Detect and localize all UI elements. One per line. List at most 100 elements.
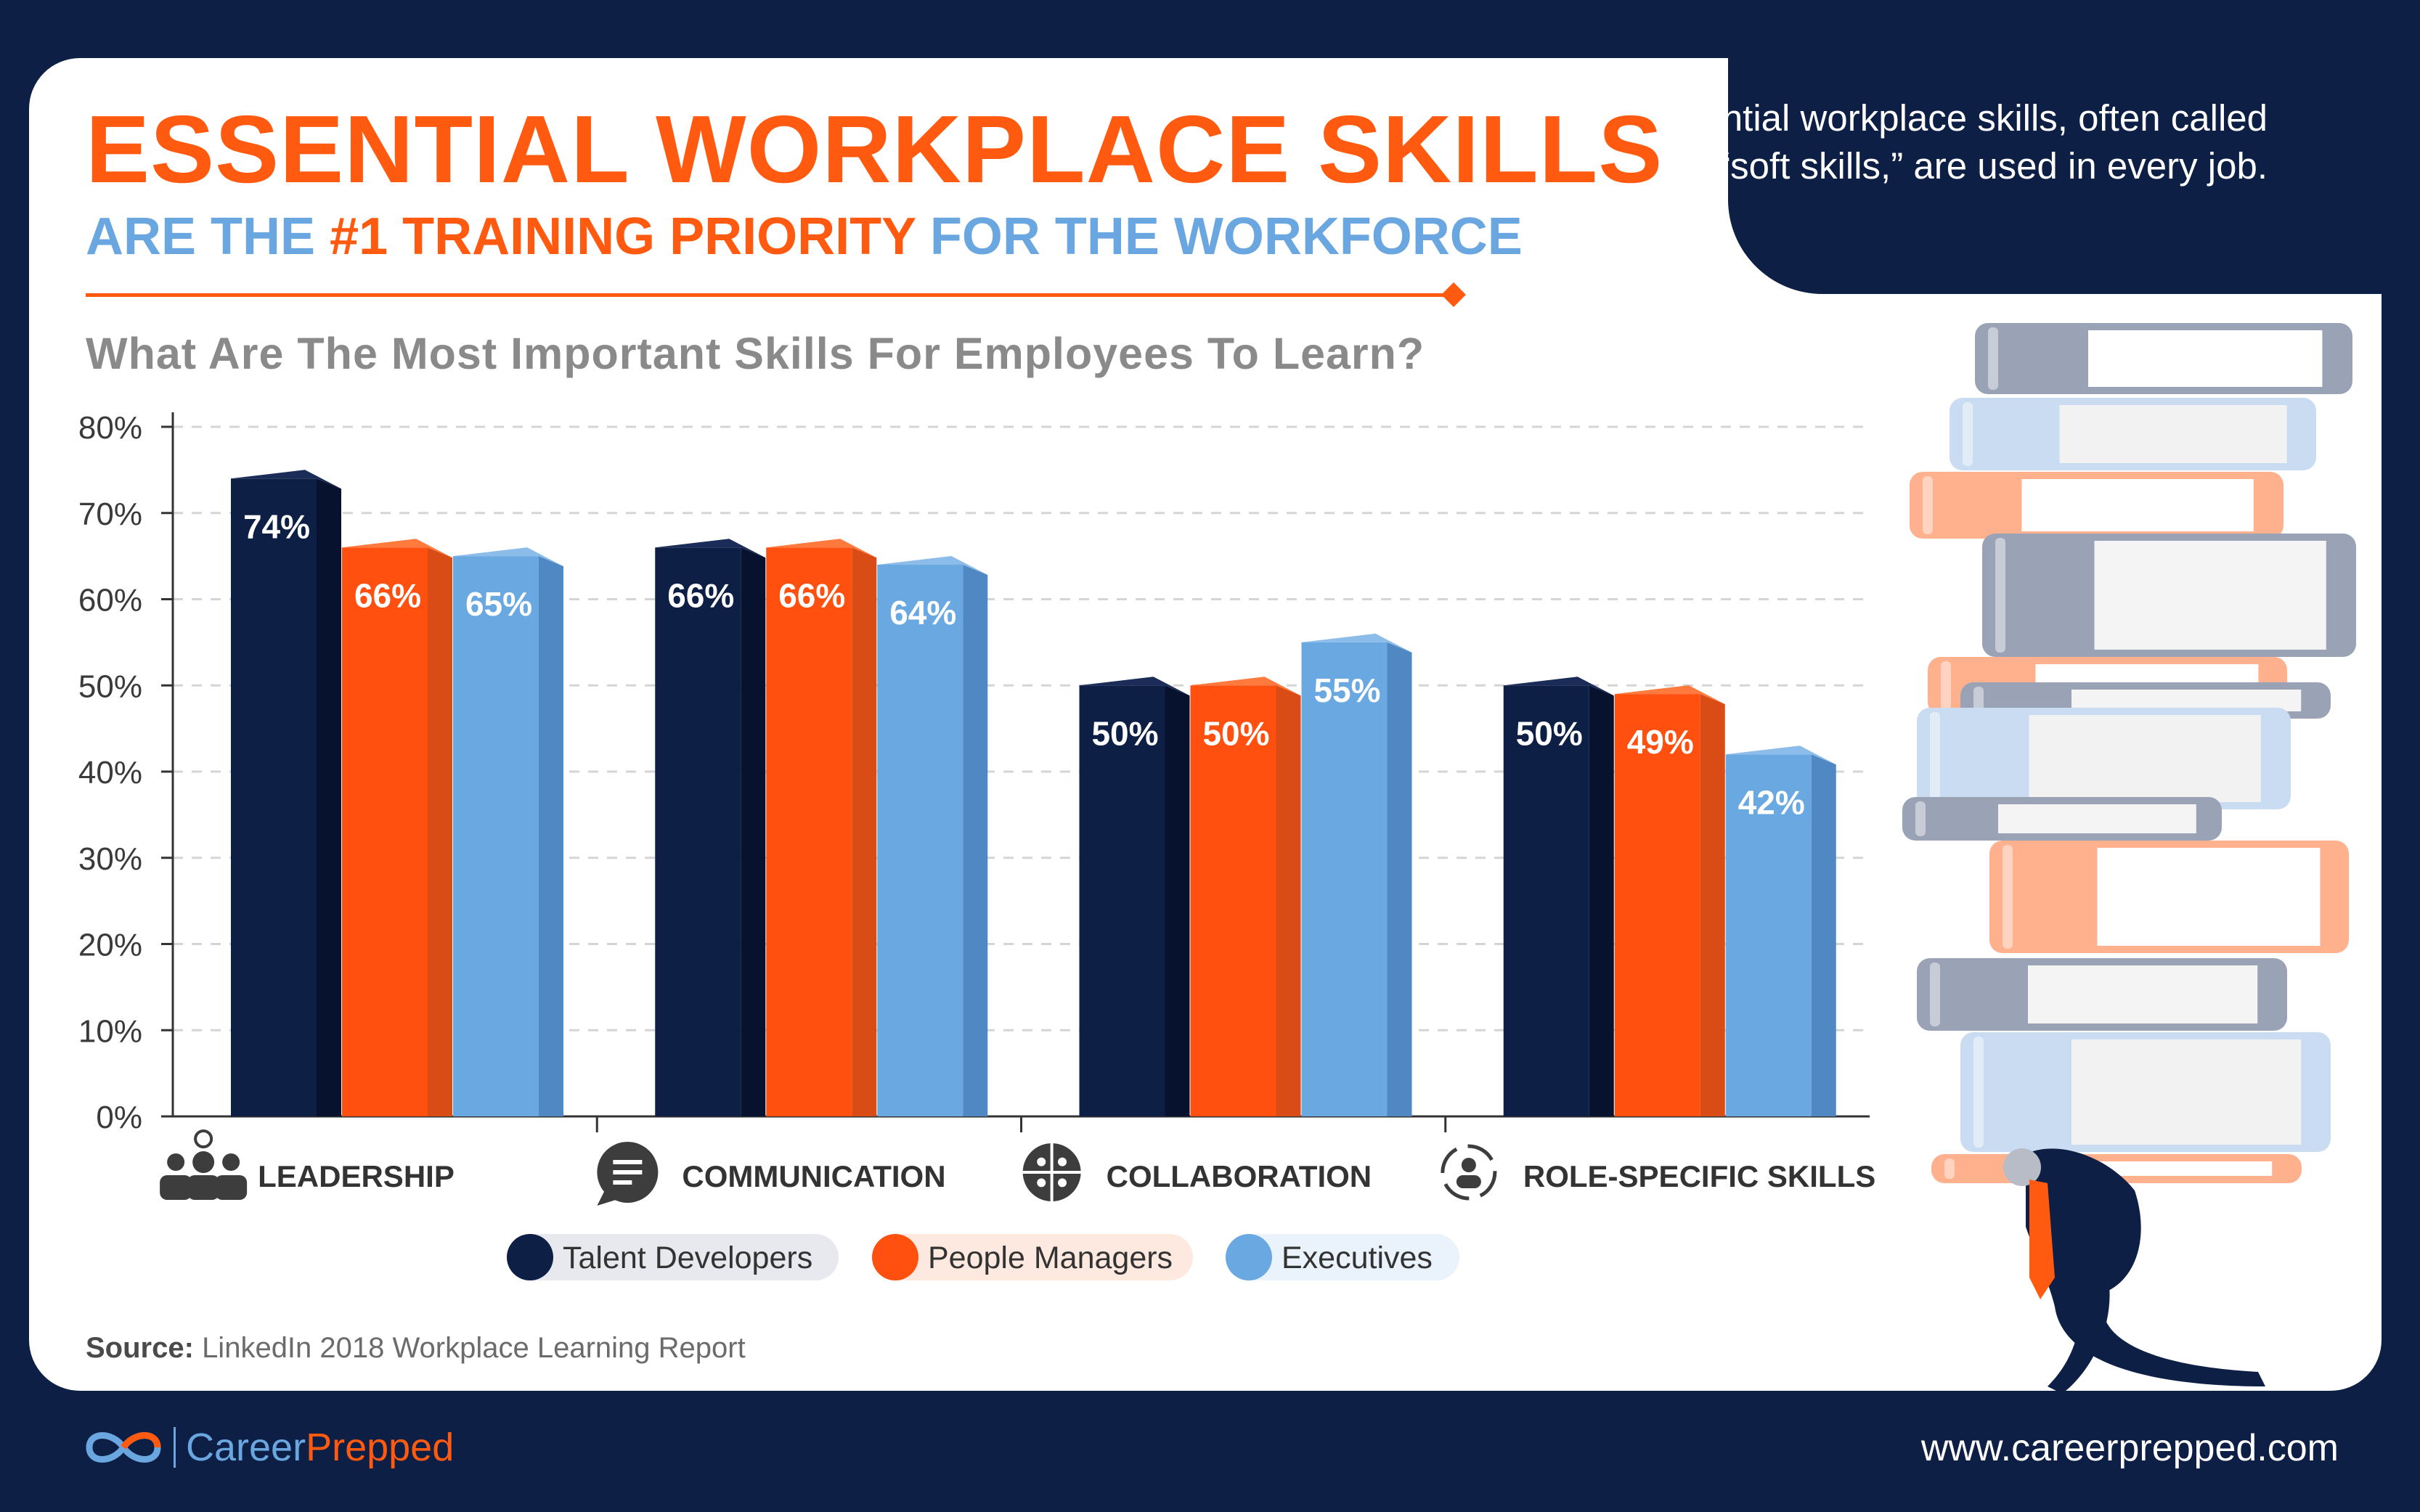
y-tick-label: 60% <box>78 583 142 618</box>
bar-top <box>1503 677 1614 696</box>
data-label: 66% <box>667 576 734 614</box>
bar-side <box>963 565 988 1116</box>
legend-pill <box>508 1234 839 1280</box>
bar-side <box>741 547 766 1116</box>
bar-top <box>1301 633 1412 653</box>
book-pages <box>2097 848 2321 946</box>
data-label: 65% <box>465 585 532 623</box>
bar-side <box>1387 642 1412 1116</box>
chart-subtitle: What Are The Most Important Skills For E… <box>86 329 1425 378</box>
y-tick-label: 20% <box>78 928 142 963</box>
legend-pill <box>873 1234 1193 1280</box>
title-part1: ARE THE <box>86 208 316 266</box>
book-spine-highlight <box>1973 1037 1984 1148</box>
legend-item: People Managers <box>872 1234 1193 1280</box>
brand-logo[interactable]: CareerPrepped <box>83 1425 454 1470</box>
bar <box>655 547 741 1116</box>
category-communication: COMMUNICATION <box>597 1142 946 1206</box>
y-tick-label: 50% <box>78 669 142 704</box>
bar <box>1725 754 1812 1116</box>
book-spine-highlight <box>1995 538 2005 653</box>
bar <box>766 547 852 1116</box>
book-spine-highlight <box>1988 327 1998 390</box>
book-pages <box>2094 541 2326 650</box>
bar-top <box>655 539 766 558</box>
team-lightbulb-icon <box>160 1129 248 1200</box>
y-tick-label: 70% <box>78 496 142 532</box>
book-spine-highlight <box>1973 687 1984 714</box>
book-spine-highlight <box>1930 712 1940 805</box>
legend-label: Executives <box>1282 1241 1433 1275</box>
legend-swatch <box>872 1234 918 1280</box>
bar <box>231 478 317 1116</box>
person-carrying-books-illustration <box>2003 1148 2265 1394</box>
x-tick-label: LEADERSHIP <box>258 1159 455 1193</box>
legend-label: Talent Developers <box>563 1241 812 1275</box>
data-label: 50% <box>1516 714 1583 752</box>
book-spine-highlight <box>2003 845 2013 949</box>
bar-side <box>1811 754 1836 1116</box>
bar <box>1190 685 1276 1116</box>
data-label: 66% <box>778 576 845 614</box>
figure-leg <box>2048 1278 2110 1394</box>
bar-side <box>539 556 563 1116</box>
book-pages <box>2028 965 2258 1023</box>
book-pages <box>2071 1039 2302 1145</box>
bar-top <box>877 556 988 575</box>
legend-pill <box>1227 1234 1459 1280</box>
data-label: 49% <box>1627 723 1694 761</box>
page-title-line2: ARE THE #1 TRAINING PRIORITY FOR THE WOR… <box>86 207 1523 266</box>
brand-separator <box>174 1427 176 1468</box>
bar <box>1301 642 1388 1116</box>
bar-top <box>342 539 452 558</box>
data-label: 64% <box>889 594 956 632</box>
brand-name-part2: Prepped <box>306 1426 455 1469</box>
bar-top <box>766 539 877 558</box>
y-tick-label: 80% <box>78 410 142 446</box>
figure-body <box>2026 1148 2265 1386</box>
website-url[interactable]: www.careerprepped.com <box>1920 1427 2339 1469</box>
category-role-specific-skills: ROLE-SPECIFIC SKILLS <box>1441 1144 1875 1201</box>
tagline: Essential workplace skills, often called… <box>1639 97 2268 187</box>
category-leadership: LEADERSHIP <box>160 1129 455 1200</box>
bar <box>342 547 428 1116</box>
bar-top <box>1190 677 1301 696</box>
y-tick-label: 0% <box>96 1100 142 1135</box>
bar-top <box>1079 677 1190 696</box>
data-label: 50% <box>1202 714 1269 752</box>
bar-side <box>317 478 341 1116</box>
book-spine-highlight <box>1963 402 1973 466</box>
book-pages <box>2021 479 2254 531</box>
title-highlight: #1 TRAINING PRIORITY <box>330 208 916 266</box>
title-part2: FOR THE WORKFORCE <box>929 208 1523 266</box>
speech-bubble-icon <box>597 1142 659 1206</box>
person-cycle-icon <box>1441 1144 1497 1201</box>
bar-side <box>852 547 877 1116</box>
y-tick-label: 10% <box>78 1013 142 1049</box>
book-spine-highlight <box>1944 1158 1955 1179</box>
x-tick-label: COMMUNICATION <box>682 1159 945 1193</box>
bar-top <box>231 470 341 489</box>
bar-side <box>1276 685 1301 1116</box>
bar <box>1614 694 1700 1116</box>
data-label: 55% <box>1313 671 1380 709</box>
bar-top <box>453 547 563 567</box>
legend-item: Talent Developers <box>507 1234 839 1280</box>
data-label: 50% <box>1091 714 1158 752</box>
y-tick-label: 40% <box>78 755 142 790</box>
bar-top <box>1725 745 1836 765</box>
legend-item: Executives <box>1226 1234 1459 1280</box>
book-pages <box>1998 804 2196 833</box>
title-divider <box>86 293 1454 297</box>
legend-swatch <box>507 1234 553 1280</box>
bar-side <box>1165 685 1190 1116</box>
category-collaboration: COLLABORATION <box>1022 1143 1372 1201</box>
book-spine-highlight <box>1930 963 1940 1026</box>
book-spine-highlight <box>1915 801 1926 836</box>
bar <box>453 556 539 1116</box>
header-notch <box>1728 44 2420 294</box>
book-spine-highlight <box>1923 476 1933 534</box>
bar-side <box>1700 694 1725 1116</box>
